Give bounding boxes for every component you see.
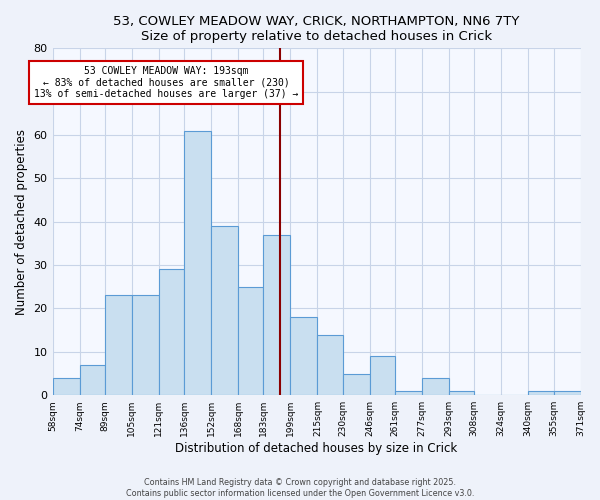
Bar [105,296,132,395]
Text: 53 COWLEY MEADOW WAY: 193sqm
← 83% of detached houses are smaller (230)
13% of s: 53 COWLEY MEADOW WAY: 193sqm ← 83% of de… [34,66,299,99]
Bar [238,287,263,395]
Bar [449,391,474,395]
Text: Contains HM Land Registry data © Crown copyright and database right 2025.
Contai: Contains HM Land Registry data © Crown c… [126,478,474,498]
Bar [370,356,395,395]
Y-axis label: Number of detached properties: Number of detached properties [15,129,28,315]
Bar [80,365,105,395]
Bar [263,235,290,395]
Bar [290,317,317,395]
Title: 53, COWLEY MEADOW WAY, CRICK, NORTHAMPTON, NN6 7TY
Size of property relative to : 53, COWLEY MEADOW WAY, CRICK, NORTHAMPTO… [113,15,520,43]
Bar [395,391,422,395]
Bar [422,378,449,395]
X-axis label: Distribution of detached houses by size in Crick: Distribution of detached houses by size … [175,442,458,455]
Bar [211,226,238,395]
Bar [317,334,343,395]
Bar [554,391,581,395]
Bar [528,391,554,395]
Bar [343,374,370,395]
Bar [53,378,80,395]
Bar [184,130,211,395]
Bar [132,296,159,395]
Bar [159,270,184,395]
